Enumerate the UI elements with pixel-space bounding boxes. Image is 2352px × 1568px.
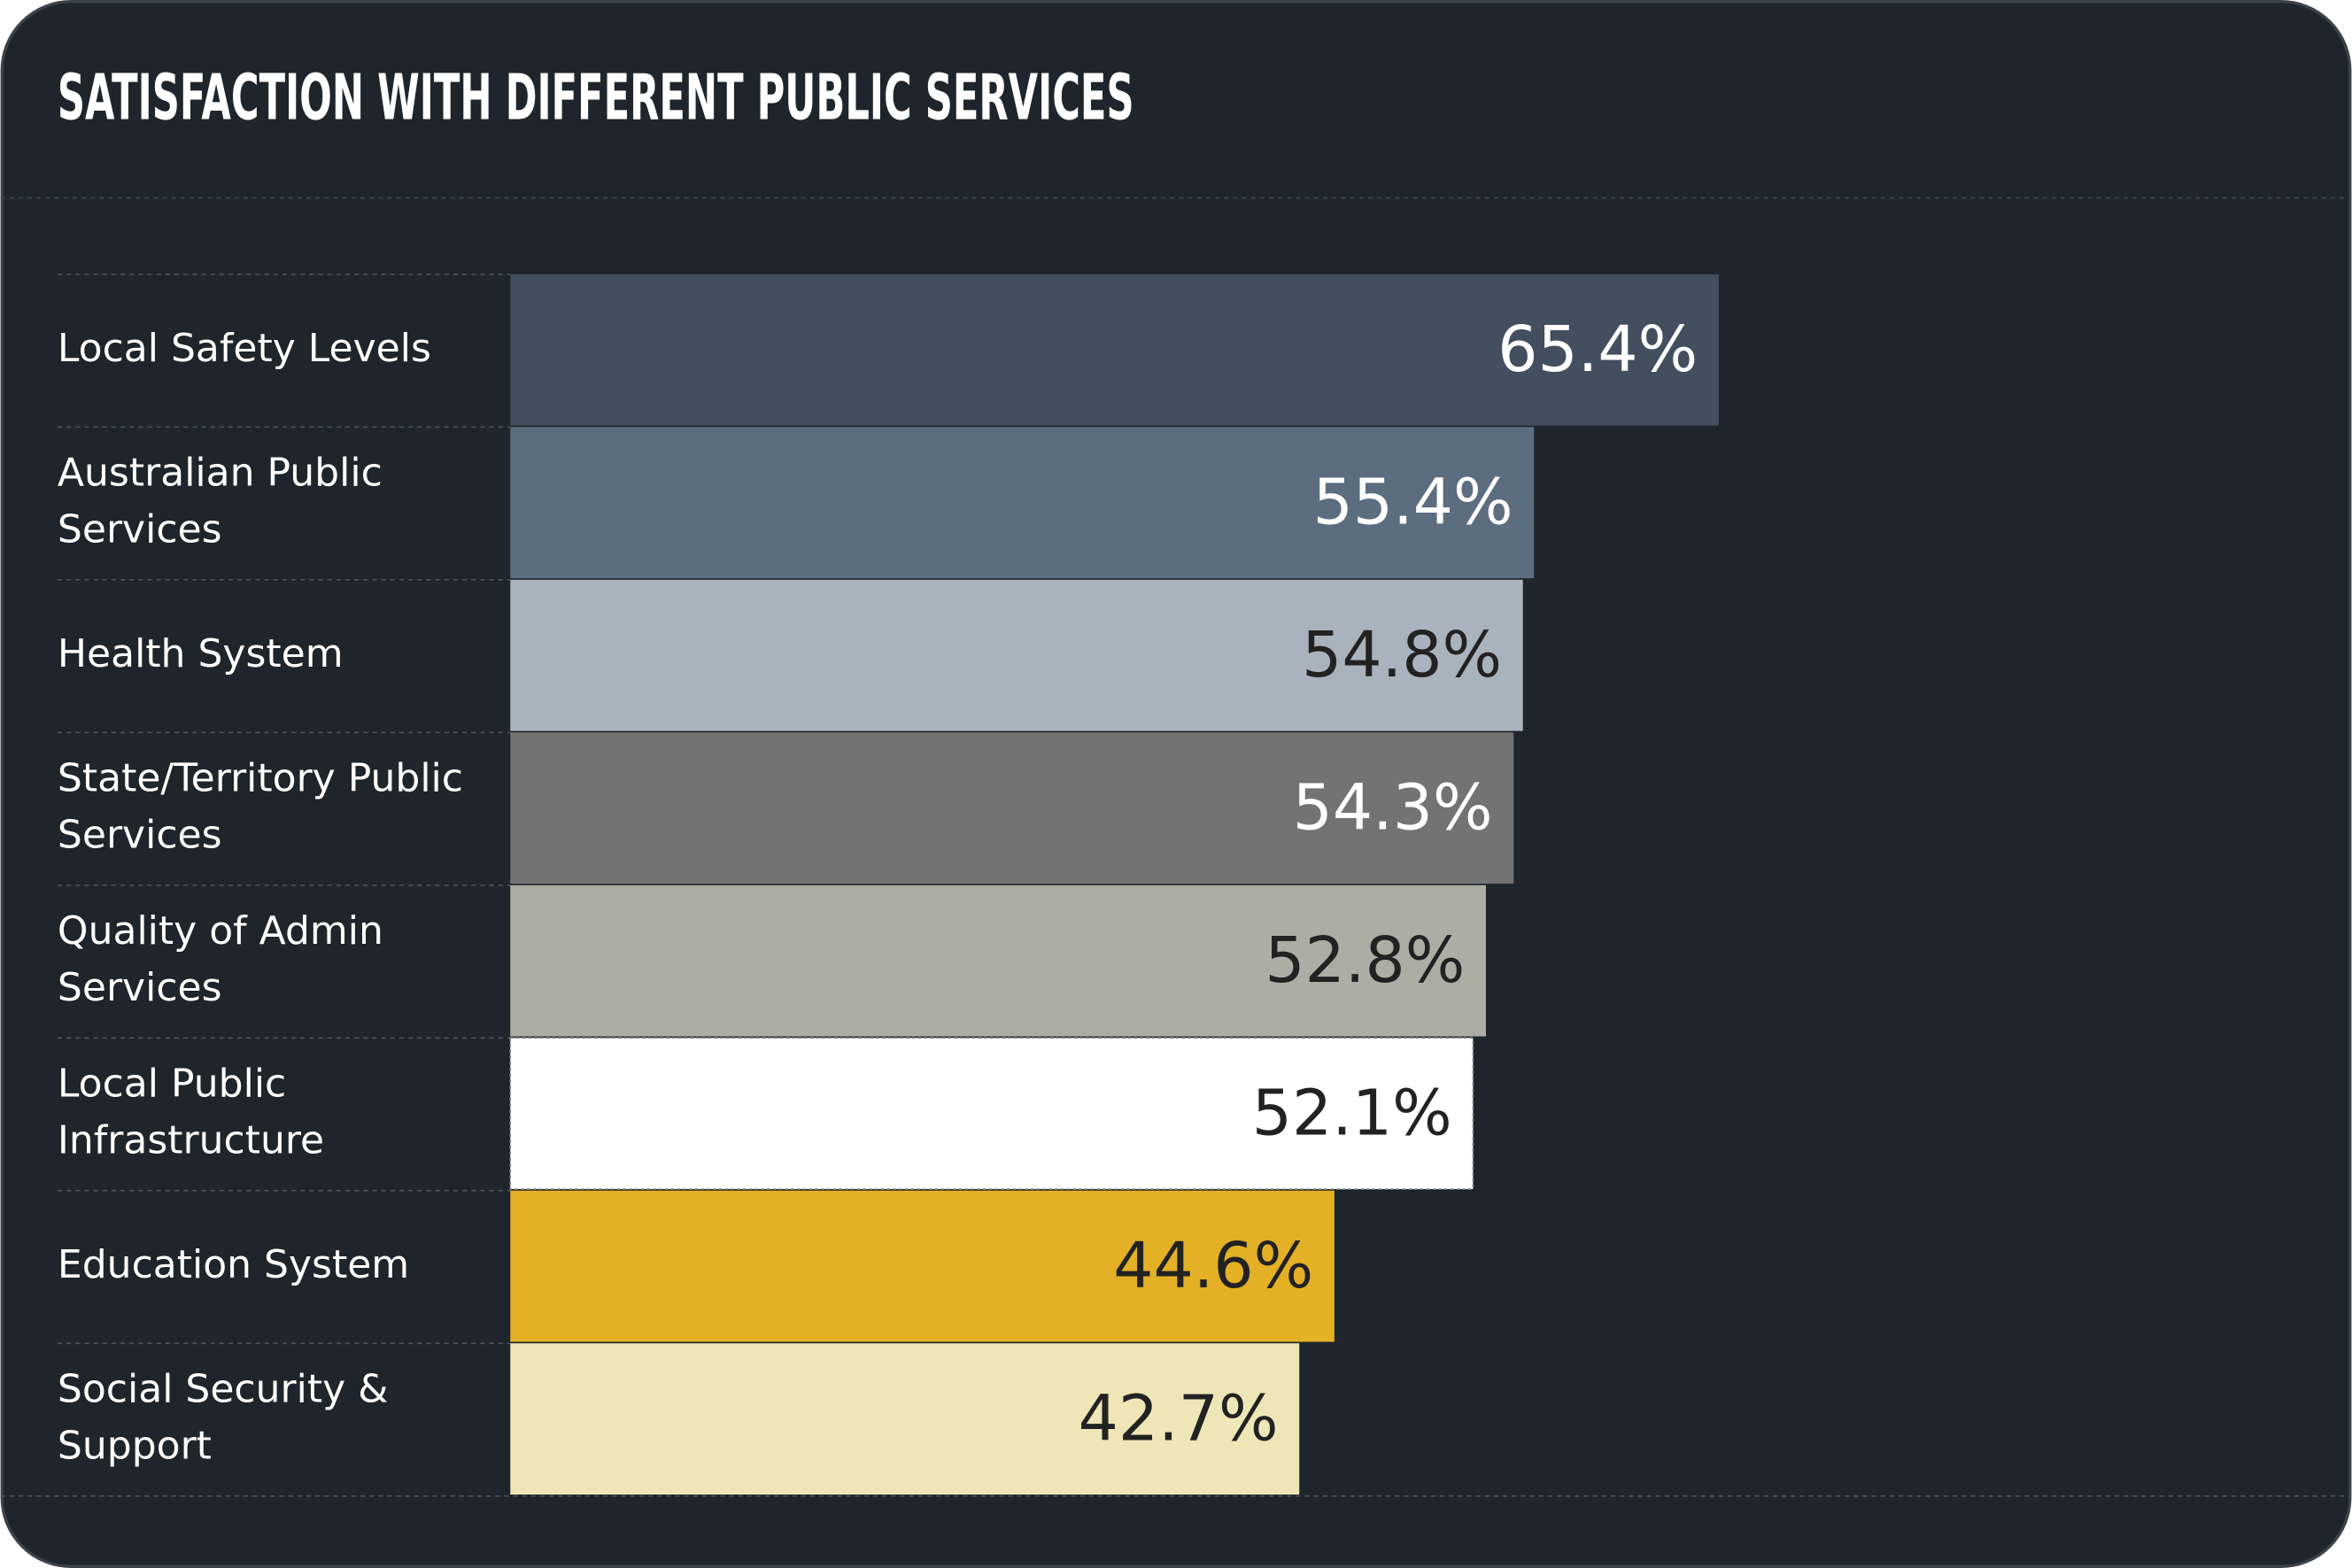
value-label: 42.7% xyxy=(1079,1381,1279,1455)
category-label: State/Territory Public Services xyxy=(58,755,463,857)
bar xyxy=(509,1037,1474,1190)
value-label: 65.4% xyxy=(1497,313,1698,386)
value-label: 52.8% xyxy=(1265,923,1465,997)
category-label: Social Security & Support xyxy=(58,1366,389,1468)
category-label: Local Public Infrastructure xyxy=(58,1061,324,1162)
category-label: Quality of Admin Services xyxy=(58,908,383,1010)
bar xyxy=(510,274,1719,426)
bar xyxy=(510,1343,1300,1495)
value-label: 54.8% xyxy=(1302,618,1502,691)
chart-title: SATISFACTION WITH DIFFERENT PUBLIC SERVI… xyxy=(58,61,1134,135)
category-label: Education System xyxy=(58,1242,409,1287)
bar xyxy=(510,884,1486,1037)
bar xyxy=(510,579,1523,731)
value-label: 52.1% xyxy=(1252,1076,1452,1149)
bar xyxy=(510,427,1535,579)
bar xyxy=(510,732,1514,884)
category-label: Australian Public Services xyxy=(58,450,383,552)
value-label: 55.4% xyxy=(1313,465,1513,538)
category-label: Local Safety Levels xyxy=(58,326,431,371)
value-label: 44.6% xyxy=(1113,1229,1313,1302)
bar xyxy=(510,1190,1335,1342)
category-label: Health System xyxy=(58,631,344,676)
value-label: 54.3% xyxy=(1293,770,1493,844)
